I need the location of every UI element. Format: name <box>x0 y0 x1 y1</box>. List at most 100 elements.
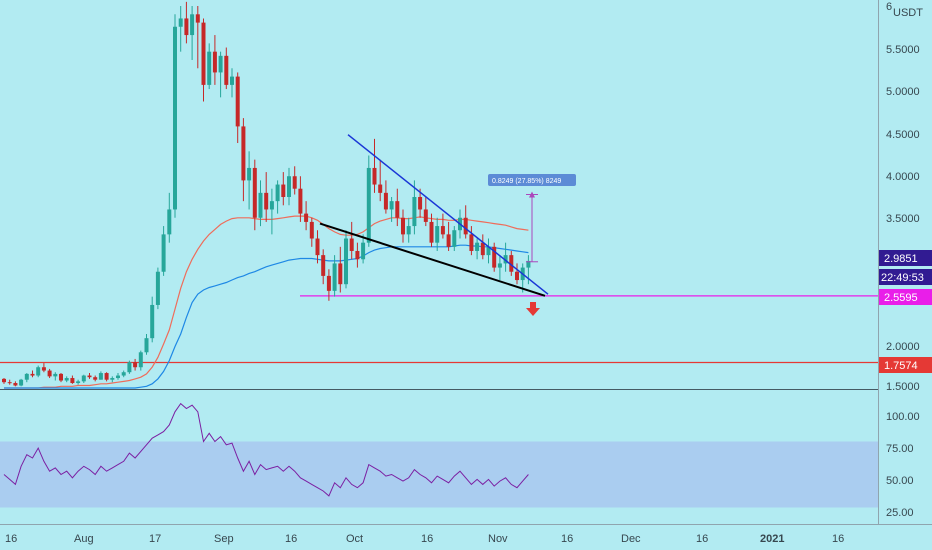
candle-body[interactable] <box>452 230 457 247</box>
candle-body[interactable] <box>41 367 46 371</box>
candle-body[interactable] <box>475 242 480 251</box>
candle-body[interactable] <box>304 213 309 222</box>
candle-body[interactable] <box>230 76 234 85</box>
candle-body[interactable] <box>395 201 400 218</box>
candle-body[interactable] <box>13 383 18 386</box>
candle-body[interactable] <box>497 263 502 268</box>
candle-body[interactable] <box>76 381 81 384</box>
candle-body[interactable] <box>383 192 388 210</box>
candle-body[interactable] <box>321 255 326 276</box>
candle-body[interactable] <box>435 226 440 243</box>
candle-body[interactable] <box>503 255 508 264</box>
candle-body[interactable] <box>93 377 98 380</box>
candle-body[interactable] <box>133 362 138 368</box>
candle-body[interactable] <box>2 378 6 383</box>
rsi-line[interactable] <box>3 402 529 497</box>
candle-body[interactable] <box>315 238 320 256</box>
candle-body[interactable] <box>378 184 383 193</box>
candle-body[interactable] <box>469 234 474 251</box>
candle-body[interactable] <box>389 201 394 210</box>
candle-body[interactable] <box>418 197 423 210</box>
candle-body[interactable] <box>423 209 428 222</box>
candle-body[interactable] <box>247 167 252 181</box>
candle-body[interactable] <box>258 192 263 218</box>
candle-body[interactable] <box>264 192 269 210</box>
rsi-axis[interactable]: 100.00 75.00 50.00 25.00 <box>886 411 920 519</box>
candle-body[interactable] <box>150 304 155 339</box>
candle-body[interactable] <box>309 221 314 239</box>
time-axis[interactable]: 16 Aug 17 Sep 16 Oct 16 Nov 16 Dec 16 20… <box>5 533 844 545</box>
candle-body[interactable] <box>173 26 177 210</box>
candle-body[interactable] <box>161 234 166 272</box>
candle-body[interactable] <box>509 255 514 272</box>
candle-body[interactable] <box>195 14 200 23</box>
candle-body[interactable] <box>275 184 280 202</box>
candle-body[interactable] <box>127 362 132 373</box>
candle-body[interactable] <box>70 378 75 384</box>
candle-body[interactable] <box>110 378 115 380</box>
candle-body[interactable] <box>486 246 491 256</box>
candle-body[interactable] <box>207 51 212 85</box>
candle-body[interactable] <box>412 197 417 227</box>
candle-body[interactable] <box>36 367 41 376</box>
candle-body[interactable] <box>87 375 92 378</box>
candle-body[interactable] <box>155 271 160 305</box>
candle-body[interactable] <box>480 242 485 256</box>
descending-resistance-trendline[interactable] <box>347 134 549 295</box>
candle-body[interactable] <box>53 373 58 377</box>
candle-body[interactable] <box>201 22 206 85</box>
candle-body[interactable] <box>526 260 531 268</box>
candle-body[interactable] <box>98 373 103 380</box>
price-pane[interactable] <box>0 0 878 388</box>
candle-body[interactable] <box>167 209 172 235</box>
candle-body[interactable] <box>429 221 434 243</box>
candle-body[interactable] <box>116 375 120 379</box>
candle-body[interactable] <box>24 373 29 380</box>
candle-body[interactable] <box>401 217 405 235</box>
price-axis[interactable]: 6 5.5000 5.0000 4.5000 4.0000 3.5000 2.0… <box>886 1 923 393</box>
candle-body[interactable] <box>292 176 297 189</box>
candle-body[interactable] <box>138 352 143 368</box>
candle-body[interactable] <box>47 370 52 377</box>
candle-body[interactable] <box>241 126 246 181</box>
candle-body[interactable] <box>281 184 286 197</box>
candle-body[interactable] <box>269 201 274 210</box>
candle-body[interactable] <box>372 167 377 185</box>
candle-body[interactable] <box>178 18 183 27</box>
candle-body[interactable] <box>218 55 223 73</box>
candle-body[interactable] <box>515 271 519 281</box>
candle-body[interactable] <box>235 76 240 127</box>
candle-body[interactable] <box>338 263 343 285</box>
candle-body[interactable] <box>19 379 24 386</box>
candle-body[interactable] <box>121 372 126 376</box>
candle-body[interactable] <box>349 238 354 251</box>
candle-body[interactable] <box>366 167 371 243</box>
candle-body[interactable] <box>252 167 257 218</box>
candle-body[interactable] <box>190 14 195 36</box>
candle-body[interactable] <box>355 250 360 260</box>
candle-body[interactable] <box>361 242 366 260</box>
candle-body[interactable] <box>144 338 149 353</box>
candle-body[interactable] <box>326 275 331 291</box>
candle-body[interactable] <box>406 226 411 235</box>
ema-fast-line[interactable] <box>4 244 529 389</box>
candle-body[interactable] <box>344 238 348 285</box>
candle-body[interactable] <box>492 246 497 268</box>
candle-body[interactable] <box>224 55 229 85</box>
candle-body[interactable] <box>30 373 35 376</box>
candle-body[interactable] <box>332 263 337 291</box>
candle-body[interactable] <box>7 382 12 384</box>
candle-body[interactable] <box>212 51 217 73</box>
candle-body[interactable] <box>104 373 109 380</box>
candle-body[interactable] <box>184 18 189 36</box>
candle-body[interactable] <box>64 378 69 381</box>
candle-body[interactable] <box>446 234 451 247</box>
descending-support-trendline[interactable] <box>319 222 546 297</box>
candle-body[interactable] <box>463 217 468 235</box>
candle-body[interactable] <box>298 188 303 214</box>
candle-body[interactable] <box>59 373 63 381</box>
candle-body[interactable] <box>81 375 86 382</box>
candle-body[interactable] <box>287 176 291 197</box>
candle-body[interactable] <box>440 226 445 235</box>
